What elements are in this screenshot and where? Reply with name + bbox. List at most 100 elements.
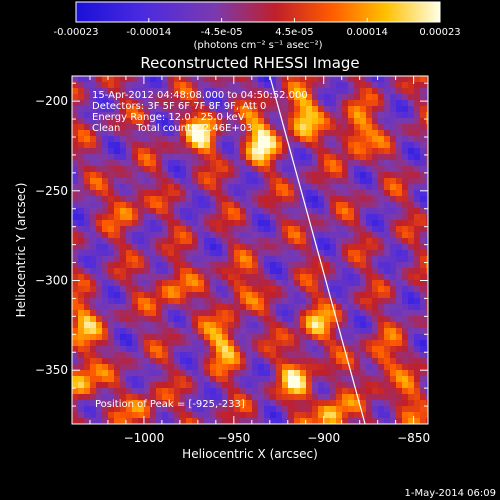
heatmap-cell	[342, 298, 348, 304]
heatmap-cell	[324, 124, 330, 130]
heatmap-cell	[378, 250, 384, 256]
heatmap-cell	[408, 118, 414, 124]
heatmap-cell	[282, 364, 288, 370]
heatmap-cell	[300, 298, 306, 304]
heatmap-cell	[252, 250, 258, 256]
heatmap-cell	[354, 124, 360, 130]
heatmap-cell	[318, 346, 324, 352]
heatmap-cell	[330, 274, 336, 280]
heatmap-cell	[342, 82, 348, 88]
heatmap-cell	[84, 334, 90, 340]
heatmap-cell	[396, 118, 402, 124]
heatmap-cell	[102, 214, 108, 220]
heatmap-cell	[132, 184, 138, 190]
heatmap-cell	[378, 136, 384, 142]
heatmap-cell	[288, 376, 294, 382]
heatmap-cell	[174, 196, 180, 202]
heatmap-cell	[330, 178, 336, 184]
heatmap-cell	[90, 166, 96, 172]
heatmap-cell	[102, 106, 108, 112]
heatmap-cell	[390, 238, 396, 244]
heatmap-cell	[192, 310, 198, 316]
heatmap-cell	[84, 406, 90, 412]
heatmap-cell	[204, 124, 210, 130]
heatmap-cell	[288, 76, 294, 82]
heatmap-cell	[120, 136, 126, 142]
heatmap-cell	[408, 394, 414, 400]
heatmap-cell	[84, 172, 90, 178]
heatmap-cell	[252, 220, 258, 226]
heatmap-cell	[186, 112, 192, 118]
heatmap-cell	[300, 370, 306, 376]
heatmap-cell	[270, 202, 276, 208]
heatmap-cell	[396, 358, 402, 364]
heatmap-cell	[378, 160, 384, 166]
heatmap-cell	[234, 340, 240, 346]
heatmap-cell	[390, 388, 396, 394]
heatmap-cell	[240, 142, 246, 148]
heatmap-cell	[78, 178, 84, 184]
heatmap-cell	[300, 94, 306, 100]
heatmap-cell	[90, 382, 96, 388]
heatmap-cell	[84, 370, 90, 376]
heatmap-cell	[414, 136, 420, 142]
heatmap-cell	[120, 352, 126, 358]
heatmap-cell	[330, 154, 336, 160]
heatmap-cell	[108, 118, 114, 124]
heatmap-cell	[120, 88, 126, 94]
heatmap-cell	[336, 106, 342, 112]
heatmap-cell	[180, 352, 186, 358]
heatmap-cell	[132, 124, 138, 130]
heatmap-cell	[204, 274, 210, 280]
heatmap-cell	[108, 400, 114, 406]
heatmap-cell	[270, 268, 276, 274]
heatmap-cell	[372, 76, 378, 82]
heatmap-cell	[174, 322, 180, 328]
heatmap-cell	[240, 406, 246, 412]
heatmap-cell	[90, 232, 96, 238]
heatmap-cell	[156, 148, 162, 154]
heatmap-cell	[342, 334, 348, 340]
heatmap-cell	[216, 382, 222, 388]
heatmap-cell	[426, 232, 428, 238]
heatmap-cell	[396, 370, 402, 376]
heatmap-cell	[306, 316, 312, 322]
heatmap-cell	[294, 334, 300, 340]
heatmap-cell	[132, 244, 138, 250]
heatmap-cell	[414, 304, 420, 310]
heatmap-cell	[234, 244, 240, 250]
heatmap-cell	[186, 370, 192, 376]
heatmap-cell	[144, 406, 150, 412]
heatmap-cell	[234, 328, 240, 334]
heatmap-cell	[312, 292, 318, 298]
heatmap-cell	[246, 418, 252, 424]
heatmap-cell	[270, 352, 276, 358]
heatmap-cell	[72, 412, 78, 418]
heatmap-cell	[294, 364, 300, 370]
heatmap-cell	[240, 262, 246, 268]
heatmap-cell	[360, 262, 366, 268]
heatmap-cell	[252, 376, 258, 382]
heatmap-cell	[240, 76, 246, 82]
heatmap-cell	[204, 328, 210, 334]
heatmap-cell	[150, 94, 156, 100]
heatmap-cell	[360, 172, 366, 178]
heatmap-cell	[330, 202, 336, 208]
heatmap-cell	[270, 88, 276, 94]
heatmap-cell	[108, 244, 114, 250]
heatmap-cell	[366, 376, 372, 382]
heatmap-cell	[126, 256, 132, 262]
heatmap-cell	[114, 100, 120, 106]
heatmap-cell	[378, 148, 384, 154]
heatmap-cell	[132, 208, 138, 214]
heatmap-cell	[156, 370, 162, 376]
heatmap-cell	[192, 268, 198, 274]
heatmap-cell	[258, 400, 264, 406]
heatmap-cells	[72, 76, 428, 424]
heatmap-cell	[120, 76, 126, 82]
heatmap-cell	[426, 292, 428, 298]
heatmap-cell	[396, 286, 402, 292]
heatmap-cell	[396, 298, 402, 304]
heatmap-cell	[120, 412, 126, 418]
heatmap-cell	[198, 322, 204, 328]
